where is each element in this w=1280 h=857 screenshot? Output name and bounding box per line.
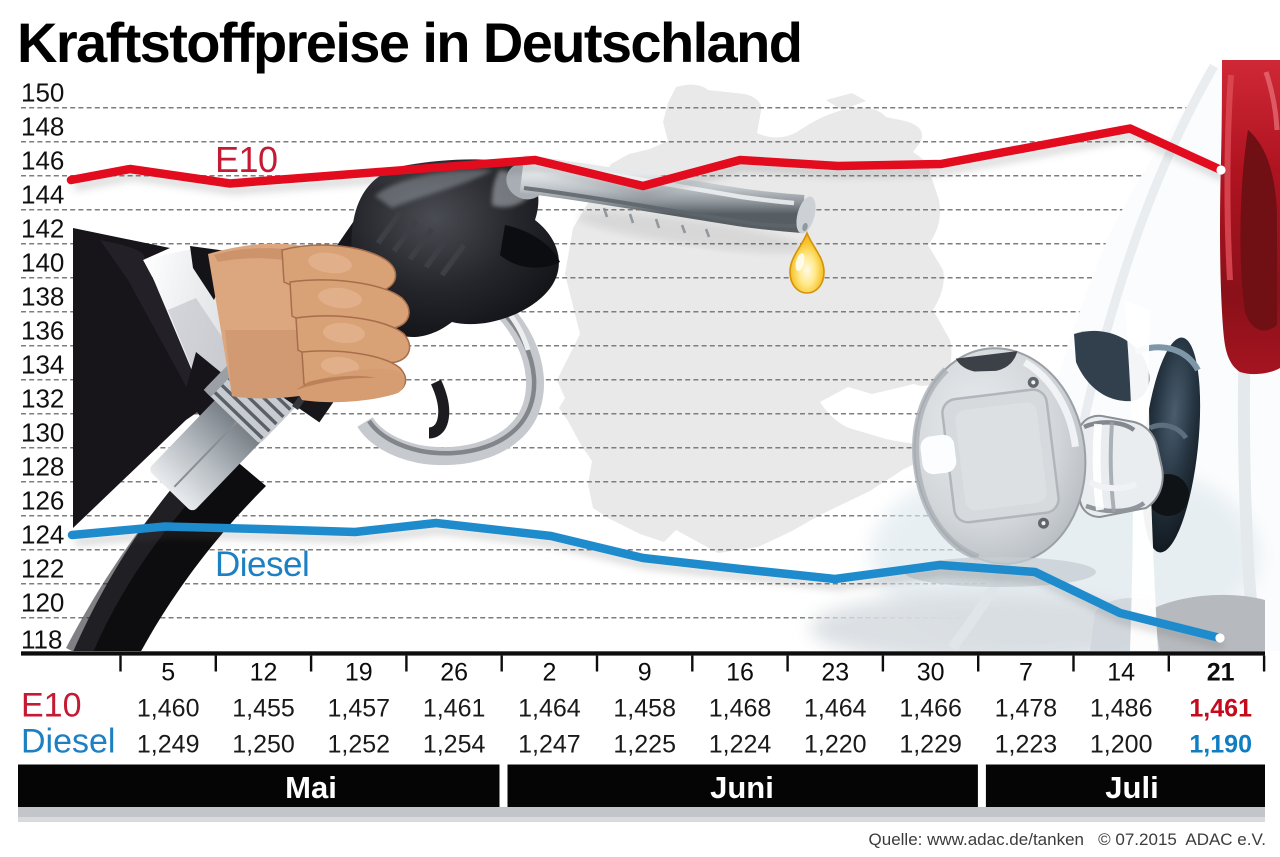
svg-text:134: 134 bbox=[21, 350, 64, 380]
svg-text:16: 16 bbox=[726, 659, 754, 687]
svg-text:1,457: 1,457 bbox=[328, 695, 391, 723]
svg-text:138: 138 bbox=[21, 282, 64, 312]
svg-text:Mai: Mai bbox=[285, 770, 337, 805]
svg-text:146: 146 bbox=[21, 146, 64, 176]
svg-text:1,460: 1,460 bbox=[137, 695, 200, 723]
svg-text:Quelle: www.adac.de/tanken ©: Quelle: www.adac.de/tanken © 07.2015 ADA… bbox=[869, 830, 1266, 849]
svg-text:30: 30 bbox=[917, 659, 945, 687]
svg-text:144: 144 bbox=[21, 180, 64, 210]
svg-text:1,478: 1,478 bbox=[995, 695, 1058, 723]
svg-text:Kraftstoffpreise in Deutschlan: Kraftstoffpreise in Deutschland bbox=[17, 11, 801, 74]
svg-text:1,223: 1,223 bbox=[995, 731, 1058, 759]
svg-text:1,461: 1,461 bbox=[423, 695, 486, 723]
svg-text:14: 14 bbox=[1107, 659, 1135, 687]
svg-text:Juli: Juli bbox=[1105, 770, 1158, 805]
svg-text:1,247: 1,247 bbox=[518, 731, 581, 759]
svg-text:12: 12 bbox=[250, 659, 278, 687]
svg-text:E10: E10 bbox=[21, 687, 82, 725]
svg-text:1,252: 1,252 bbox=[328, 731, 391, 759]
svg-text:126: 126 bbox=[21, 486, 64, 516]
svg-text:2: 2 bbox=[542, 659, 556, 687]
svg-text:140: 140 bbox=[21, 248, 64, 278]
svg-text:Diesel: Diesel bbox=[21, 723, 115, 761]
svg-text:120: 120 bbox=[21, 588, 64, 618]
svg-text:1,224: 1,224 bbox=[709, 731, 772, 759]
svg-text:5: 5 bbox=[161, 659, 175, 687]
svg-text:7: 7 bbox=[1019, 659, 1033, 687]
svg-text:122: 122 bbox=[21, 554, 64, 584]
svg-text:148: 148 bbox=[21, 112, 64, 142]
svg-text:124: 124 bbox=[21, 520, 64, 550]
svg-text:1,466: 1,466 bbox=[899, 695, 962, 723]
svg-text:1,200: 1,200 bbox=[1090, 731, 1153, 759]
svg-text:1,254: 1,254 bbox=[423, 731, 486, 759]
svg-text:1,464: 1,464 bbox=[804, 695, 867, 723]
svg-text:132: 132 bbox=[21, 384, 64, 414]
svg-text:1,486: 1,486 bbox=[1090, 695, 1153, 723]
svg-text:1,220: 1,220 bbox=[804, 731, 867, 759]
svg-text:1,249: 1,249 bbox=[137, 731, 200, 759]
svg-text:Diesel: Diesel bbox=[215, 545, 309, 584]
svg-text:1,458: 1,458 bbox=[613, 695, 676, 723]
svg-text:128: 128 bbox=[21, 452, 64, 482]
svg-text:1,461: 1,461 bbox=[1189, 695, 1252, 723]
svg-text:21: 21 bbox=[1207, 659, 1235, 687]
svg-text:136: 136 bbox=[21, 316, 64, 346]
svg-text:1,225: 1,225 bbox=[613, 731, 676, 759]
svg-text:118: 118 bbox=[21, 625, 62, 655]
svg-text:Juni: Juni bbox=[710, 770, 774, 805]
svg-text:26: 26 bbox=[440, 659, 468, 687]
svg-text:1,468: 1,468 bbox=[709, 695, 772, 723]
svg-text:E10: E10 bbox=[215, 139, 278, 180]
svg-text:142: 142 bbox=[21, 214, 64, 244]
svg-text:1,464: 1,464 bbox=[518, 695, 581, 723]
svg-text:19: 19 bbox=[345, 659, 373, 687]
svg-text:150: 150 bbox=[21, 78, 64, 108]
svg-text:23: 23 bbox=[821, 659, 849, 687]
svg-text:130: 130 bbox=[21, 418, 64, 448]
svg-text:1,250: 1,250 bbox=[232, 731, 295, 759]
svg-text:1,229: 1,229 bbox=[899, 731, 962, 759]
svg-text:1,190: 1,190 bbox=[1189, 731, 1252, 759]
svg-text:1,455: 1,455 bbox=[232, 695, 295, 723]
svg-text:9: 9 bbox=[638, 659, 652, 687]
